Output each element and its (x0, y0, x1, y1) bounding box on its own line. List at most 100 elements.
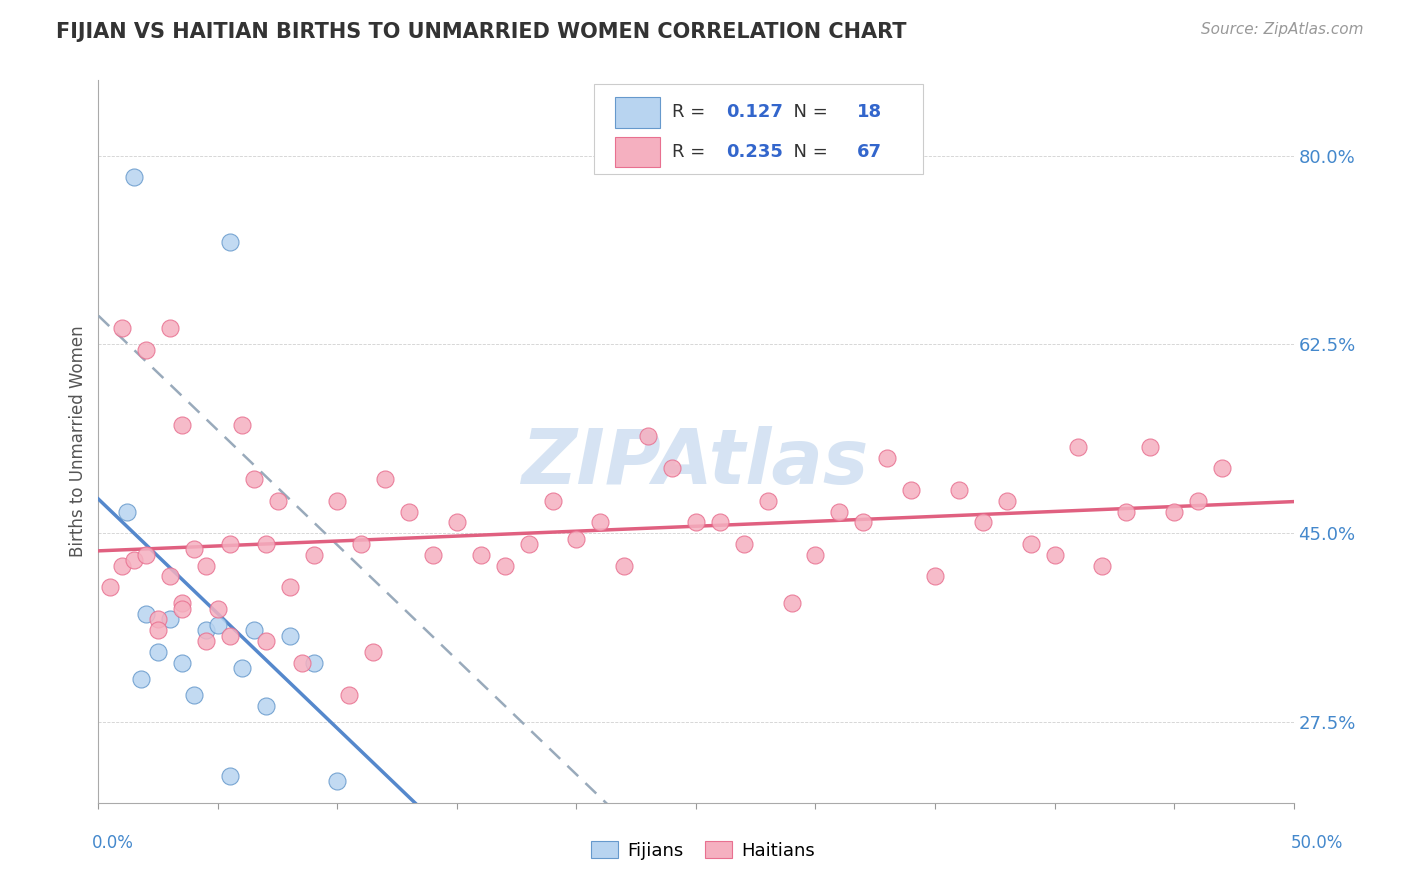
Point (924, 569, 946, 583)
Text: FIJIAN VS HAITIAN BIRTHS TO UNMARRIED WOMEN CORRELATION CHART: FIJIAN VS HAITIAN BIRTHS TO UNMARRIED WO… (56, 22, 907, 42)
Point (995, 493, 1018, 508)
Point (446, 516, 468, 530)
Point (637, 429, 659, 443)
Text: 0.0%: 0.0% (91, 834, 134, 852)
Point (589, 516, 612, 530)
Point (172, 596, 194, 610)
Point (135, 548, 157, 562)
Point (685, 516, 707, 530)
Point (183, 542, 205, 557)
Point (278, 580, 301, 594)
Point (1091, 558, 1114, 573)
Point (124, 170, 146, 185)
Text: 50.0%: 50.0% (1291, 834, 1343, 852)
Point (756, 493, 779, 508)
Point (267, 493, 290, 508)
Point (219, 629, 242, 643)
Point (135, 343, 157, 357)
Point (172, 418, 194, 433)
Point (363, 645, 385, 659)
Point (1115, 505, 1137, 519)
Point (148, 624, 170, 638)
Point (219, 235, 242, 249)
Text: 0.235: 0.235 (725, 144, 783, 161)
Point (972, 516, 994, 530)
Point (1019, 537, 1042, 551)
Point (613, 558, 636, 573)
FancyBboxPatch shape (595, 84, 922, 174)
Point (326, 774, 349, 789)
Point (1139, 440, 1161, 454)
Point (231, 418, 253, 433)
Point (541, 493, 564, 508)
Point (111, 558, 134, 573)
Point (828, 505, 851, 519)
Point (131, 672, 153, 686)
Point (900, 483, 922, 497)
Point (135, 607, 157, 621)
Point (172, 656, 194, 670)
Point (291, 656, 314, 670)
Point (494, 558, 516, 573)
Point (124, 553, 146, 567)
Point (326, 493, 349, 508)
Text: R =: R = (672, 103, 711, 121)
Point (207, 601, 229, 615)
Point (302, 548, 325, 562)
Point (231, 661, 253, 675)
Text: R =: R = (672, 144, 711, 161)
Point (302, 656, 325, 670)
Point (804, 548, 827, 562)
Point (159, 321, 181, 335)
Point (254, 698, 277, 713)
Point (398, 505, 420, 519)
Point (278, 629, 301, 643)
Point (243, 624, 266, 638)
Point (254, 634, 277, 648)
Point (470, 548, 492, 562)
Point (183, 688, 205, 702)
Point (159, 612, 181, 626)
Text: N =: N = (782, 103, 834, 121)
Point (1067, 440, 1090, 454)
FancyBboxPatch shape (614, 97, 661, 128)
Point (243, 472, 266, 486)
Point (195, 624, 218, 638)
Point (374, 472, 396, 486)
Text: N =: N = (782, 144, 834, 161)
Legend: Fijians, Haitians: Fijians, Haitians (583, 834, 823, 867)
Point (517, 537, 540, 551)
Point (350, 537, 373, 551)
Point (195, 634, 218, 648)
Point (148, 645, 170, 659)
Text: 0.127: 0.127 (725, 103, 783, 121)
Text: ZIPAtlas: ZIPAtlas (522, 426, 870, 500)
Point (852, 516, 875, 530)
Point (254, 537, 277, 551)
Point (1211, 461, 1233, 475)
Text: Source: ZipAtlas.com: Source: ZipAtlas.com (1201, 22, 1364, 37)
Point (733, 537, 755, 551)
Point (1187, 493, 1209, 508)
Y-axis label: Births to Unmarried Women: Births to Unmarried Women (69, 326, 87, 558)
Point (219, 537, 242, 551)
Point (98, 580, 122, 594)
Point (780, 596, 803, 610)
Point (207, 618, 229, 632)
Point (565, 532, 588, 546)
Point (148, 612, 170, 626)
Point (172, 601, 194, 615)
Point (111, 321, 134, 335)
Point (219, 769, 242, 783)
Point (876, 450, 898, 465)
Point (422, 548, 444, 562)
Text: 18: 18 (858, 103, 883, 121)
Point (948, 483, 970, 497)
Point (159, 569, 181, 583)
FancyBboxPatch shape (614, 137, 661, 168)
Point (709, 516, 731, 530)
Point (1043, 548, 1066, 562)
Point (115, 505, 138, 519)
Point (195, 558, 218, 573)
Point (661, 461, 683, 475)
